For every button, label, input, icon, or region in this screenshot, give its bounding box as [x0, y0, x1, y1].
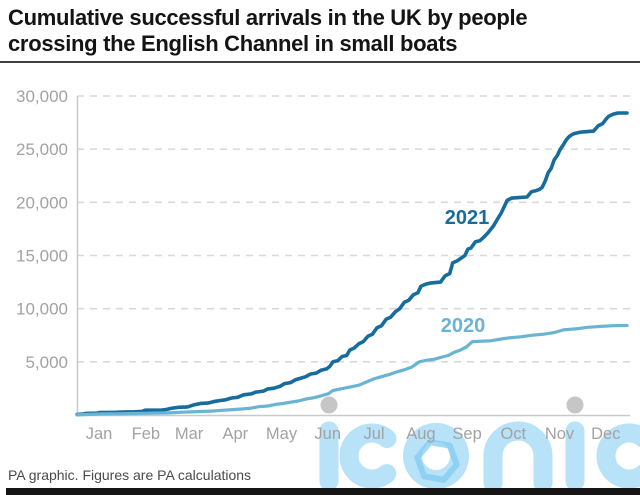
y-tick-label: 5,000 — [25, 353, 68, 372]
watermark-letter-c — [339, 423, 405, 489]
watermark-letter-c2 — [596, 423, 640, 489]
x-tick-label: Mar — [175, 425, 204, 443]
y-tick-label: 15,000 — [16, 247, 68, 266]
source-note: PA graphic. Figures are PA calculations — [8, 467, 252, 483]
x-tick-label: Apr — [222, 425, 248, 443]
series-line-2021 — [75, 111, 629, 417]
x-tick-label: May — [266, 425, 298, 443]
x-tick-label: Jan — [86, 425, 113, 443]
series-label-2020: 2020 — [441, 315, 486, 337]
watermark-i-dot — [566, 396, 584, 414]
x-tick-label: Nov — [545, 425, 575, 443]
title-line-1: Cumulative successful arrivals in the UK… — [8, 5, 528, 30]
y-grid: 5,000 10,000 15,000 20,000 25,000 30,000 — [16, 87, 630, 372]
watermark-hexagon-icon — [414, 439, 460, 483]
page-title: Cumulative successful arrivals in the UK… — [8, 5, 632, 57]
watermark-i-dot — [320, 396, 338, 414]
x-tick-label: Jun — [314, 425, 341, 443]
x-tick-label: Jul — [363, 425, 384, 443]
series-label-2021: 2021 — [445, 207, 490, 229]
x-tick-labels: Jan Feb Mar Apr May Jun Jul Aug Sep Oct Nov Dec — [86, 425, 621, 443]
title-divider — [0, 61, 640, 63]
y-tick-label: 20,000 — [16, 193, 68, 212]
bottom-black-bar — [6, 488, 640, 495]
x-tick-label: Sep — [452, 425, 481, 443]
y-tick-label: 30,000 — [16, 87, 68, 106]
y-tick-label: 10,000 — [16, 300, 68, 319]
watermark-iconic — [319, 396, 640, 493]
series-lines — [75, 111, 629, 417]
y-tick-label: 25,000 — [16, 140, 68, 159]
series-line-2020 — [75, 323, 629, 417]
watermark-letter-n — [483, 421, 553, 493]
x-tick-label: Aug — [406, 425, 435, 443]
x-tick-label: Oct — [500, 425, 526, 443]
x-tick-label: Feb — [132, 425, 160, 443]
x-tick-label: Dec — [591, 425, 620, 443]
title-line-2: crossing the English Channel in small bo… — [8, 31, 458, 56]
